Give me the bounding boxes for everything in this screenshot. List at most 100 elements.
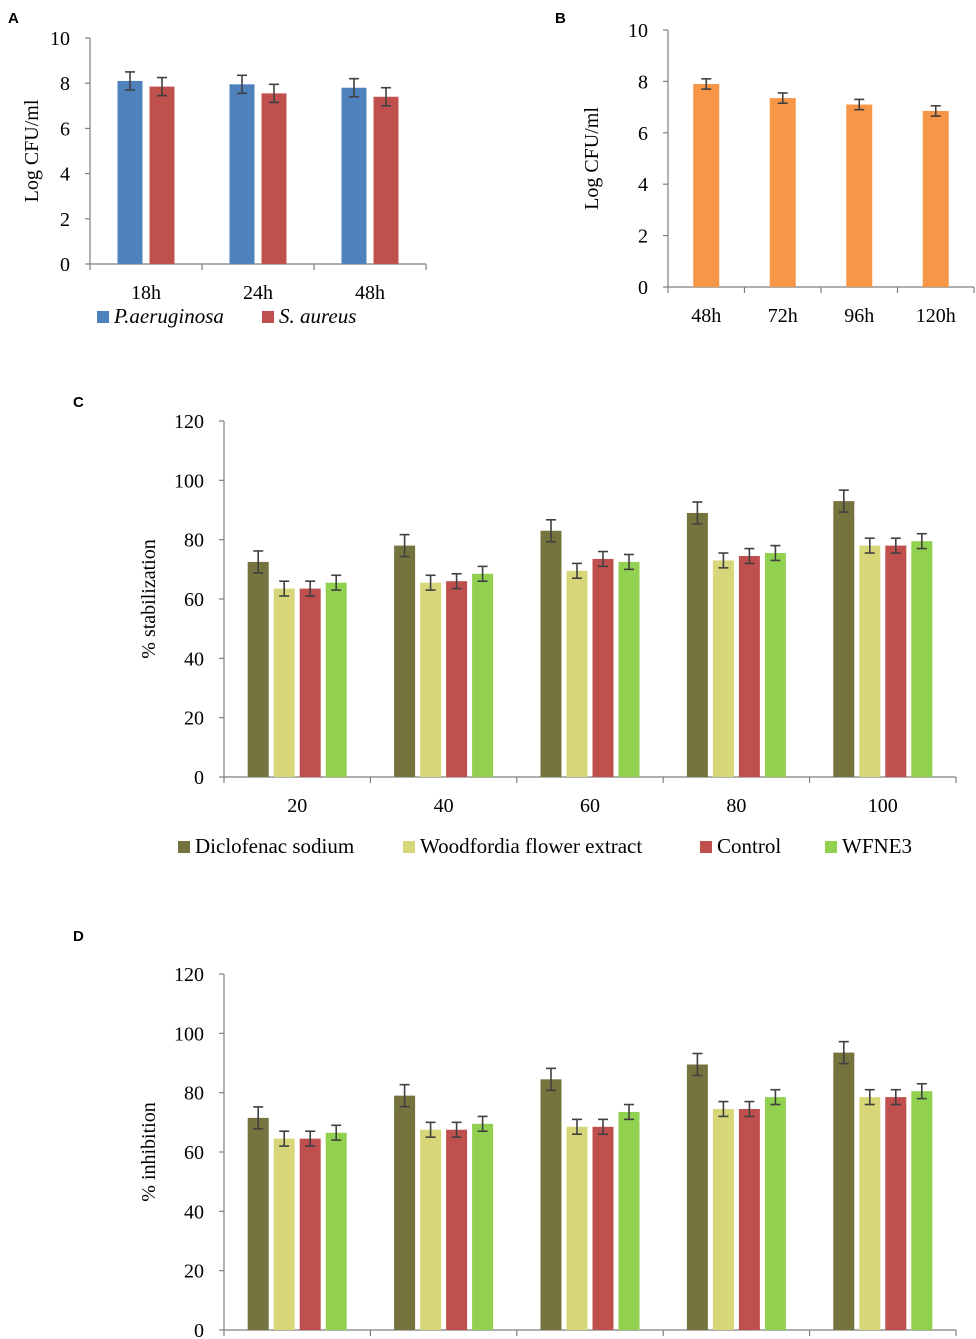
chart-c-ytick-label: 100	[174, 470, 204, 492]
chart-d-ytick-label: 40	[184, 1201, 204, 1223]
chart-c-ytick-label: 80	[184, 530, 204, 552]
chart-b-category-label: 96h	[844, 305, 874, 327]
chart-c-bar	[618, 561, 640, 777]
chart-c-category-label: 80	[726, 795, 746, 817]
chart-a: 0 2 4 6 8 10 Log CFU/ml 18h 24h 48h P.aeruginosa S.…	[21, 28, 427, 328]
chart-c-ytick-label: 120	[174, 411, 204, 433]
panel-label-a: A	[8, 10, 19, 27]
chart-c-bar	[299, 588, 321, 777]
chart-c-legend-label: Diclofenac sodium	[195, 834, 354, 858]
chart-c-ytick-label: 40	[184, 648, 204, 670]
chart-c-bar	[833, 501, 855, 777]
chart-c-bar	[420, 582, 442, 777]
panel-label-c: C	[73, 394, 84, 411]
chart-d-ytick-label: 100	[174, 1023, 204, 1045]
chart-c-bar	[686, 512, 708, 777]
chart-b-category-label: 120h	[916, 305, 956, 327]
chart-b-bar	[922, 110, 949, 287]
chart-c-category-label: 40	[434, 795, 454, 817]
chart-a-category-label: 48h	[355, 282, 385, 304]
chart-c-bar	[394, 545, 416, 777]
chart-c-bar	[325, 582, 347, 777]
chart-b-category-label: 72h	[768, 305, 798, 327]
chart-c-bar	[472, 573, 494, 777]
chart-b-category-label: 48h	[691, 305, 721, 327]
chart-c-bar	[247, 561, 269, 777]
chart-d-bar	[325, 1132, 347, 1330]
chart-b-bar	[846, 104, 873, 287]
chart-a-bar	[341, 87, 367, 264]
chart-d-bar	[712, 1108, 734, 1330]
chart-c-legend-swatch	[700, 841, 712, 853]
chart-b-ytick-label: 10	[628, 20, 648, 42]
chart-c-bar	[885, 545, 907, 777]
chart-d-bar	[540, 1079, 562, 1330]
chart-d-bar	[686, 1064, 708, 1330]
chart-c-legend-label: Woodfordia flower extract	[420, 834, 642, 858]
chart-d-bar	[299, 1138, 321, 1330]
chart-a-ytick-label: 2	[60, 209, 70, 231]
chart-a-legend-label: S. aureus	[279, 304, 356, 328]
chart-a-category-label: 18h	[131, 282, 161, 304]
chart-a-bar	[373, 96, 399, 264]
chart-d-bar	[885, 1097, 907, 1330]
chart-c-ytick-label: 20	[184, 708, 204, 730]
chart-c-bar	[764, 553, 786, 777]
chart-a-y-axis-label: Log CFU/ml	[21, 99, 43, 202]
chart-c-legend-swatch	[178, 841, 190, 853]
chart-c-legend-swatch	[403, 841, 415, 853]
chart-d-bar	[446, 1129, 468, 1330]
chart-c-bar	[911, 541, 933, 777]
chart-d-bar	[859, 1097, 881, 1330]
chart-a-legend-swatch	[262, 311, 274, 323]
chart-c-legend-swatch	[825, 841, 837, 853]
chart-a-ytick-label: 4	[60, 164, 70, 186]
panel-label-b: B	[555, 10, 566, 27]
chart-b-y-axis-label: Log CFU/ml	[581, 107, 603, 210]
chart-c: 0 20 40 60 80 100 120 % stabilization 20 40 60 80 10…	[138, 411, 957, 858]
chart-c-legend-label: WFNE3	[842, 834, 912, 858]
chart-d: 0 20 40 60 80 100 120 % inhibition	[138, 964, 957, 1339]
chart-d-ytick-label: 20	[184, 1261, 204, 1283]
chart-d-bar	[738, 1108, 760, 1330]
chart-d-bar	[472, 1123, 494, 1330]
chart-b-bar	[769, 98, 796, 287]
chart-d-bar	[592, 1126, 614, 1330]
chart-c-ytick-label: 0	[194, 767, 204, 789]
chart-b-bar	[693, 83, 720, 287]
chart-d-bar	[833, 1052, 855, 1330]
chart-d-ytick-label: 120	[174, 964, 204, 986]
chart-c-bar	[540, 530, 562, 777]
chart-a-ytick-label: 0	[60, 254, 70, 276]
panel-label-d: D	[73, 928, 84, 945]
chart-d-bar	[764, 1097, 786, 1330]
chart-a-bar	[149, 86, 175, 264]
chart-c-bar	[566, 570, 588, 777]
chart-c-category-label: 60	[580, 795, 600, 817]
chart-b-ytick-label: 2	[638, 226, 648, 248]
chart-d-bar	[420, 1129, 442, 1330]
chart-a-category-label: 24h	[243, 282, 273, 304]
chart-b-ytick-label: 0	[638, 277, 648, 299]
chart-c-ytick-label: 60	[184, 589, 204, 611]
chart-d-bar	[394, 1095, 416, 1330]
chart-d-y-axis-label: % inhibition	[138, 1102, 160, 1201]
chart-d-bar	[618, 1111, 640, 1330]
chart-c-bar	[712, 560, 734, 777]
chart-c-bar	[273, 588, 295, 777]
chart-a-bar	[117, 80, 143, 264]
chart-c-bar	[446, 581, 468, 777]
chart-c-legend-label: Control	[717, 834, 781, 858]
chart-a-bar	[229, 84, 255, 264]
chart-b-ytick-label: 6	[638, 123, 648, 145]
chart-a-legend-swatch	[97, 311, 109, 323]
chart-b: 0 2 4 6 8 10 Log CFU/ml 48h 72h 96h 120h	[581, 20, 975, 327]
chart-a-ytick-label: 6	[60, 118, 70, 140]
chart-d-bar	[911, 1091, 933, 1330]
chart-a-bar	[261, 93, 287, 265]
chart-a-legend-label: P.aeruginosa	[113, 304, 224, 328]
chart-c-bar	[738, 555, 760, 777]
chart-d-bar	[247, 1117, 269, 1330]
chart-a-ytick-label: 8	[60, 73, 70, 95]
